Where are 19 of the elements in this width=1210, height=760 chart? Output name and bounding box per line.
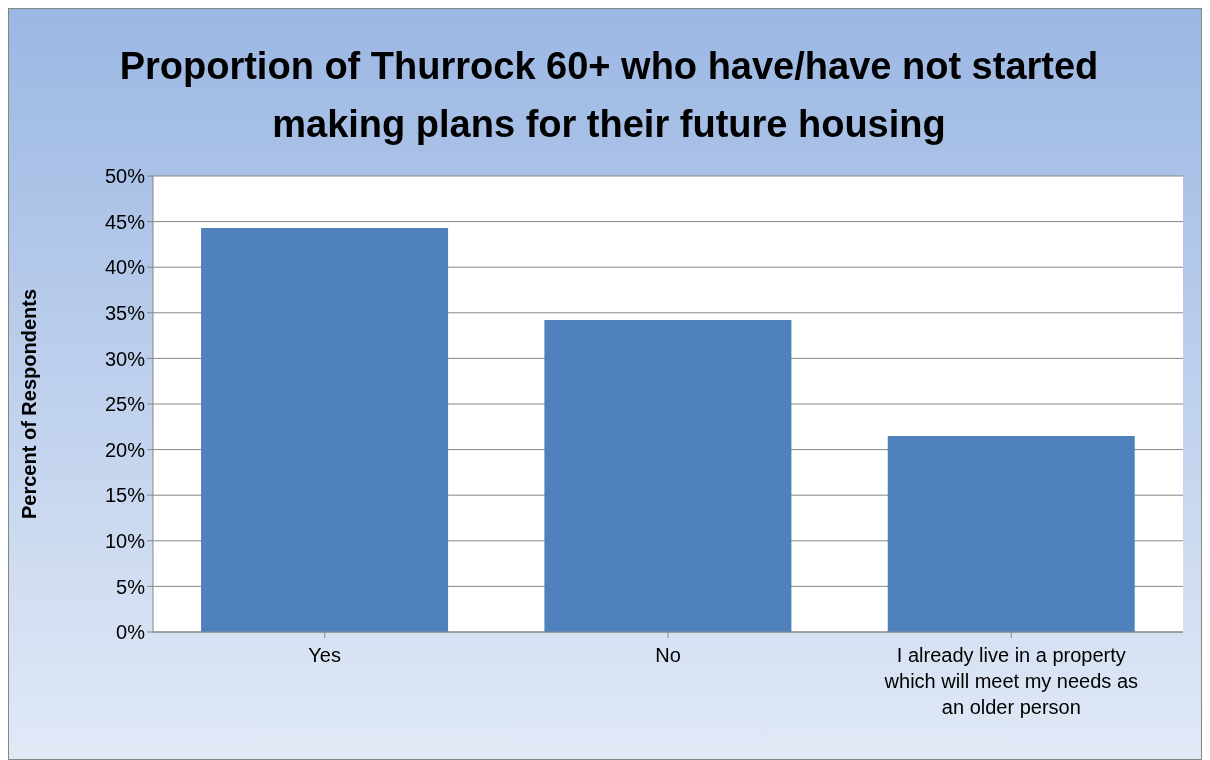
y-tick-label: 30%: [104, 347, 146, 370]
bar: [201, 227, 449, 632]
y-tick-label: 25%: [104, 393, 146, 416]
y-tick-label: 5%: [116, 575, 146, 598]
y-tick-label: 10%: [104, 529, 146, 552]
y-tick-label: 50%: [104, 165, 146, 188]
x-tick-label: No: [655, 644, 681, 666]
y-tick-label: 35%: [104, 301, 146, 324]
y-tick-label: 0%: [116, 621, 146, 644]
y-axis-title: Percent of Respondents: [18, 288, 41, 520]
y-tick-label: 20%: [104, 438, 146, 461]
x-tick-label: Yes: [308, 644, 341, 666]
y-tick-label: 40%: [104, 256, 146, 279]
bar: [544, 320, 792, 632]
y-tick-label: 45%: [104, 210, 146, 233]
chart-title: Proportion of Thurrock 60+ who have/have not started making plans for their future housing: [118, 44, 1100, 147]
bar: [887, 435, 1135, 632]
y-tick-label: 15%: [104, 484, 146, 507]
x-tick-label: I already live in a property which will meet my needs as an older person: [883, 644, 1139, 718]
